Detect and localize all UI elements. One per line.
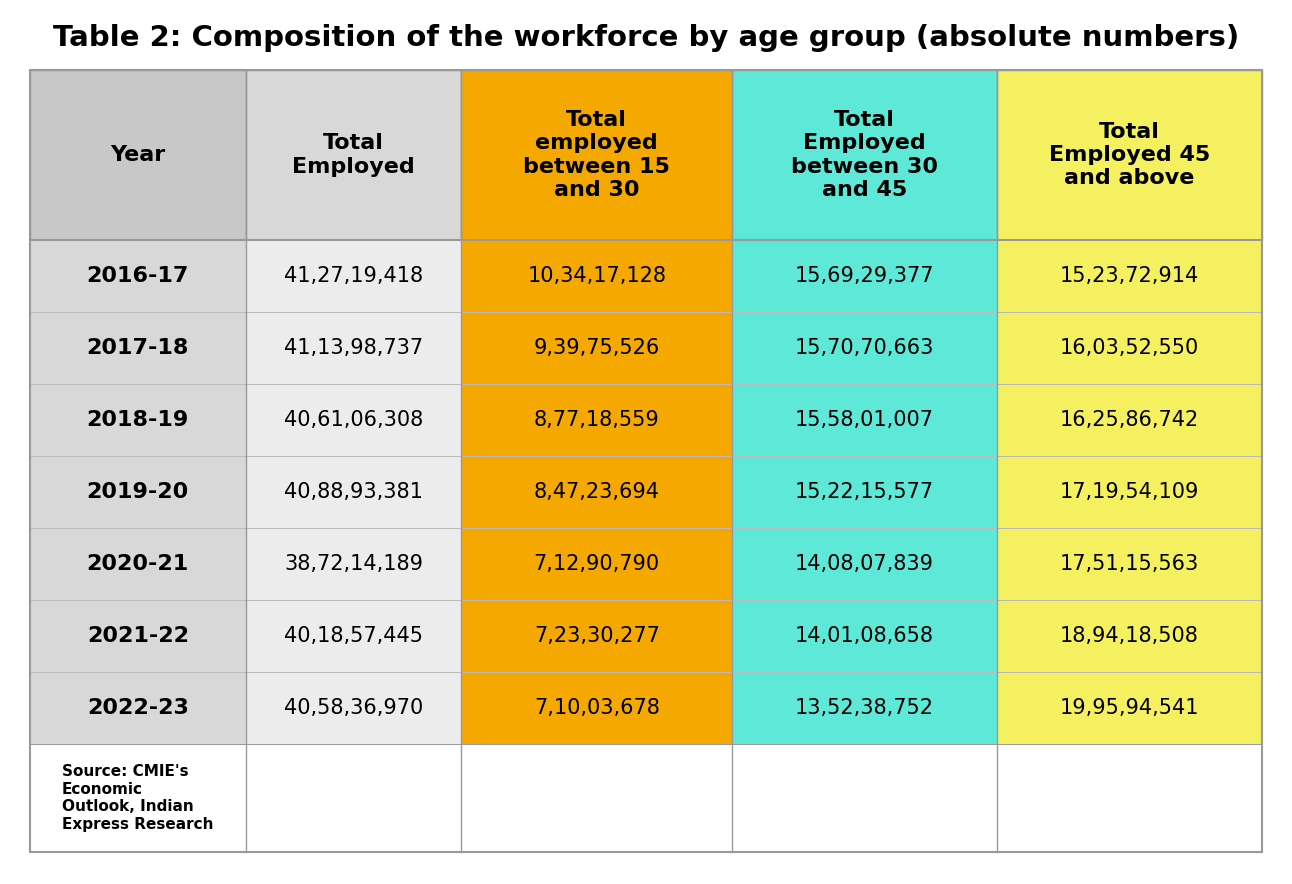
Bar [461,70,733,240]
Text: 7,23,30,277: 7,23,30,277 [534,626,660,646]
Bar [245,384,461,456]
Text: 40,88,93,381: 40,88,93,381 [284,482,422,502]
Text: 10,34,17,128: 10,34,17,128 [527,266,667,286]
Bar [997,384,1262,456]
Text: 16,25,86,742: 16,25,86,742 [1059,410,1199,430]
Bar [461,312,733,384]
Bar [461,744,733,852]
Bar [245,240,461,312]
Bar [997,456,1262,528]
Bar [245,600,461,672]
Text: 13,52,38,752: 13,52,38,752 [795,698,934,718]
Text: 41,13,98,737: 41,13,98,737 [284,338,422,358]
Text: 2017-18: 2017-18 [87,338,189,358]
Text: 17,19,54,109: 17,19,54,109 [1059,482,1199,502]
Bar [997,672,1262,744]
Bar [30,384,245,456]
Text: Table 2: Composition of the workforce by age group (absolute numbers): Table 2: Composition of the workforce by… [53,24,1239,52]
Bar [461,240,733,312]
Text: 8,47,23,694: 8,47,23,694 [534,482,660,502]
Bar [245,528,461,600]
Text: 15,69,29,377: 15,69,29,377 [795,266,934,286]
Bar [30,312,245,384]
Text: 15,23,72,914: 15,23,72,914 [1059,266,1199,286]
Bar [461,384,733,456]
Text: 18,94,18,508: 18,94,18,508 [1061,626,1199,646]
Bar [461,456,733,528]
Text: 15,70,70,663: 15,70,70,663 [795,338,934,358]
Bar [30,240,245,312]
Bar [461,600,733,672]
Bar [733,600,997,672]
Bar [30,456,245,528]
Bar [245,456,461,528]
Text: 19,95,94,541: 19,95,94,541 [1059,698,1199,718]
Bar [733,312,997,384]
Bar [997,528,1262,600]
Bar [245,672,461,744]
Bar [733,456,997,528]
Bar [733,744,997,852]
Bar [461,528,733,600]
Bar [733,384,997,456]
Bar [461,672,733,744]
Text: 2018-19: 2018-19 [87,410,189,430]
Bar [997,312,1262,384]
Bar [997,600,1262,672]
Text: 2020-21: 2020-21 [87,554,189,574]
Text: Total
employed
between 15
and 30: Total employed between 15 and 30 [523,110,671,200]
Text: 41,27,19,418: 41,27,19,418 [284,266,422,286]
Text: 40,61,06,308: 40,61,06,308 [284,410,422,430]
Bar [733,672,997,744]
Text: 2016-17: 2016-17 [87,266,189,286]
Text: 15,58,01,007: 15,58,01,007 [795,410,934,430]
Bar [30,70,245,240]
Text: 14,01,08,658: 14,01,08,658 [795,626,934,646]
Text: Year: Year [110,145,165,165]
Text: Source: CMIE's
Economic
Outlook, Indian
Express Research: Source: CMIE's Economic Outlook, Indian … [62,765,213,832]
Text: 38,72,14,189: 38,72,14,189 [284,554,422,574]
Bar [30,672,245,744]
Bar [733,70,997,240]
Bar [245,744,461,852]
Bar [245,70,461,240]
Text: Total
Employed
between 30
and 45: Total Employed between 30 and 45 [791,110,938,200]
Text: 8,77,18,559: 8,77,18,559 [534,410,660,430]
Bar [997,240,1262,312]
Text: 9,39,75,526: 9,39,75,526 [534,338,660,358]
Text: 14,08,07,839: 14,08,07,839 [795,554,934,574]
Bar [733,528,997,600]
Bar [30,744,245,852]
Text: 2022-23: 2022-23 [87,698,189,718]
Text: Total
Employed 45
and above: Total Employed 45 and above [1049,122,1211,188]
Bar [30,600,245,672]
Bar [733,240,997,312]
Text: 2019-20: 2019-20 [87,482,189,502]
Text: 7,10,03,678: 7,10,03,678 [534,698,660,718]
Bar [30,70,1262,852]
Bar [30,528,245,600]
Text: 17,51,15,563: 17,51,15,563 [1059,554,1199,574]
Bar [245,312,461,384]
Bar [997,744,1262,852]
Text: 15,22,15,577: 15,22,15,577 [795,482,934,502]
Text: 40,58,36,970: 40,58,36,970 [284,698,422,718]
Bar [997,70,1262,240]
Text: 40,18,57,445: 40,18,57,445 [284,626,422,646]
Text: 16,03,52,550: 16,03,52,550 [1059,338,1199,358]
Text: 2021-22: 2021-22 [87,626,189,646]
Text: 7,12,90,790: 7,12,90,790 [534,554,660,574]
Text: Total
Employed: Total Employed [292,133,415,177]
